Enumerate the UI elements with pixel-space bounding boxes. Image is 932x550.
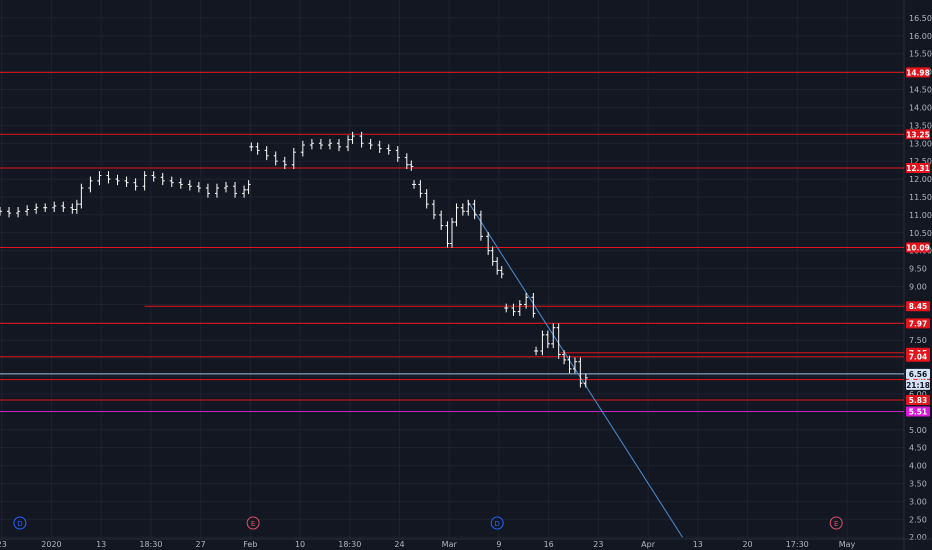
price-level-badge: 5.83 [909,396,928,405]
event-marker-icon [490,516,504,530]
y-axis-tick-label: 3.50 [909,479,927,488]
x-axis-tick-label: 24 [394,540,404,549]
x-axis-tick-label: 9 [496,540,501,549]
bar-countdown-badge-bg [906,379,930,390]
x-axis-tick-label: 18:30 [338,540,361,549]
x-axis-tick-label: 13 [96,540,106,549]
price-level-badge: 14.98 [906,68,930,77]
current-price-badge-bg [906,368,930,379]
price-level-badge-bg [906,129,930,140]
x-axis-tick-label: 20 [742,540,752,549]
y-axis-tick-label: 4.00 [909,462,927,471]
price-level-badge-bg [906,406,930,417]
x-axis-tick-label: 13 [693,540,703,549]
event-marker-icon [829,516,843,530]
event-marker-label: E [251,520,255,528]
y-axis-tick-label: 7.50 [909,336,927,345]
price-level-badge: 10.09 [906,243,930,252]
y-axis-tick-label: 13.00 [909,139,932,148]
x-axis-tick-label: 17:30 [786,540,809,549]
x-axis-tick-label: Mar [442,540,458,549]
y-axis-tick-label: 6.00 [909,390,927,399]
y-axis-tick-label: 3.00 [909,497,927,506]
x-axis-tick-label: May [839,540,856,549]
y-axis-tick-label: 2.00 [909,533,927,542]
price-level-badge: 7.04 [909,353,928,362]
y-axis-tick-label: 4.50 [909,444,927,453]
y-axis-tick-label: 2.50 [909,515,927,524]
y-axis-tick-label: 16.50 [909,14,932,23]
price-level-badge: 5.51 [909,408,928,417]
y-axis-tick-label: 9.50 [909,265,927,274]
y-axis-tick-label: 10.50 [909,229,932,238]
event-marker-icon [246,516,260,530]
event-marker-icon [13,516,27,530]
y-axis-tick-label: 14.00 [909,103,932,112]
y-axis-tick-label: 11.00 [909,211,932,220]
x-axis-tick-label: Apr [641,540,656,549]
x-axis-tick-label: 2020 [41,540,61,549]
y-axis-tick-label: 16.00 [909,32,932,41]
y-axis-tick-label: 14.50 [909,86,932,95]
x-axis-tick-label: 16 [544,540,554,549]
event-marker-label: D [17,520,22,528]
price-level-badge-bg [906,351,930,362]
y-axis-tick-label: 9.00 [909,283,927,292]
x-axis-tick-label: 23 [0,540,7,549]
y-axis-tick-label: 11.50 [909,193,932,202]
event-marker-label: E [834,520,838,528]
price-level-badge-bg [906,301,930,312]
y-axis-tick-label: 15.50 [909,50,932,59]
x-axis-tick-label: 23 [593,540,603,549]
price-level-badge-bg [906,395,930,406]
price-level-badge-bg [906,318,930,329]
current-price-badge: 6.56 [909,370,928,379]
y-axis-tick-label: 12.50 [909,157,932,166]
price-level-badge: 8.45 [909,302,928,311]
y-axis-tick-label: 13.50 [909,121,932,130]
x-axis-tick-label: Feb [243,540,257,549]
bar-countdown-badge: 21:18 [906,381,930,390]
price-level-badge-bg [906,67,930,78]
price-level-badge-bg [906,162,930,173]
x-axis-tick-label: 10 [295,540,305,549]
price-level-badge: 13.25 [906,130,930,139]
y-axis-tick-label: 12.00 [909,175,932,184]
price-level-badge: 7.97 [909,319,928,328]
price-level-badge-bg [906,242,930,253]
x-axis-tick-label: 27 [196,540,206,549]
event-marker-label: D [495,520,500,528]
y-axis-tick-label: 5.00 [909,426,927,435]
price-level-badge: 12.31 [906,164,930,173]
x-axis-tick-label: 18:30 [139,540,162,549]
